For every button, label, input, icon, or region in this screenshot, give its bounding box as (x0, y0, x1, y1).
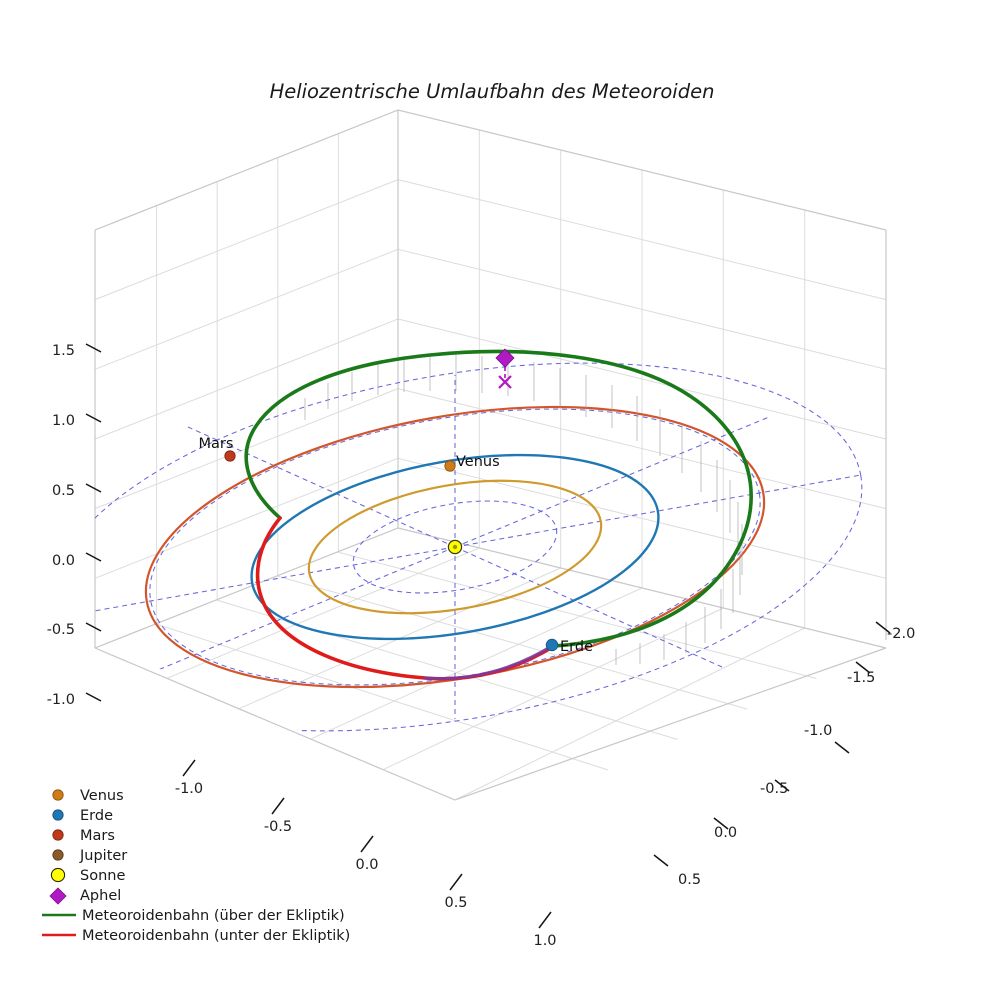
z-tick-label: -1.0 (47, 692, 75, 708)
y-tick-label: -1.5 (847, 670, 875, 686)
x-tick-label: 0.5 (444, 895, 467, 911)
x-tick-label: -0.5 (264, 819, 292, 835)
marker-sonne-core (452, 544, 458, 550)
y-axis-ticks: 0.5 0.0 -0.5 -1.0 -1.5 -2.0 (653, 621, 915, 888)
z-tick-label: 1.0 (52, 413, 75, 429)
y-tick-label: 0.0 (714, 825, 737, 841)
aphel-diamond-icon (495, 348, 515, 368)
aphel-projection-cross-icon (498, 375, 512, 389)
annotation-mars: Mars (199, 436, 234, 452)
meteoroid-droplines (304, 355, 743, 665)
y-tick-label: -2.0 (887, 626, 915, 642)
legend-label-mars: Mars (80, 828, 115, 844)
x-tick-label: 0.0 (355, 857, 378, 873)
orbit-erde (250, 453, 660, 641)
page-title: Heliozentrische Umlaufbahn des Meteoroid… (270, 80, 715, 103)
meteoroid-orbit (244, 349, 753, 681)
legend-label-venus: Venus (80, 788, 124, 804)
x-tick-label: 1.0 (533, 933, 556, 949)
legend-marker-aphel-icon (49, 887, 67, 905)
box-edges (94, 109, 887, 801)
meteoroid-orbit-above-ecliptic (244, 349, 753, 648)
z-tick-label: -0.5 (47, 622, 75, 638)
planet-orbits (95, 110, 886, 689)
legend-label-meteoroid-below: Meteoroidenbahn (unter der Ekliptik) (82, 928, 350, 944)
z-tick-label: 0.0 (52, 553, 75, 569)
legend-marker-venus-icon (52, 789, 64, 801)
marker-mars (224, 450, 236, 462)
legend-marker-mars-icon (52, 829, 64, 841)
meteoroid-orbit-occluded-tail (423, 644, 554, 681)
y-tick-label: -0.5 (760, 781, 788, 797)
z-axis-ticks: 1.5 1.0 0.5 0.0 -0.5 -1.0 (47, 343, 102, 708)
x-axis-ticks: -1.0 -0.5 0.0 0.5 1.0 (175, 759, 557, 949)
legend-label-aphel: Aphel (80, 888, 121, 904)
z-tick-label: 1.5 (52, 343, 75, 359)
marker-erde (545, 638, 559, 652)
orbit-venus (307, 479, 603, 615)
x-tick-label: -1.0 (175, 781, 203, 797)
annotation-erde: Erde (560, 639, 593, 655)
annotation-venus: Venus (456, 454, 500, 470)
planet-markers (224, 450, 559, 652)
legend-marker-jupiter-icon (52, 849, 64, 861)
legend-marker-sonne-icon (50, 867, 66, 883)
aphel-marker-group (495, 348, 515, 389)
legend-label-erde: Erde (80, 808, 113, 824)
legend-label-sonne: Sonne (80, 868, 125, 884)
legend: Venus Erde Mars Jupiter Sonne Aphel Mete… (42, 788, 350, 944)
legend-marker-erde-icon (52, 809, 64, 821)
y-tick-label: -1.0 (804, 723, 832, 739)
z-tick-label: 0.5 (52, 483, 75, 499)
y-tick-label: 0.5 (678, 872, 701, 888)
legend-label-meteoroid-above: Meteoroidenbahn (über der Ekliptik) (82, 908, 345, 924)
marker-venus (444, 460, 456, 472)
legend-label-jupiter: Jupiter (79, 848, 127, 864)
